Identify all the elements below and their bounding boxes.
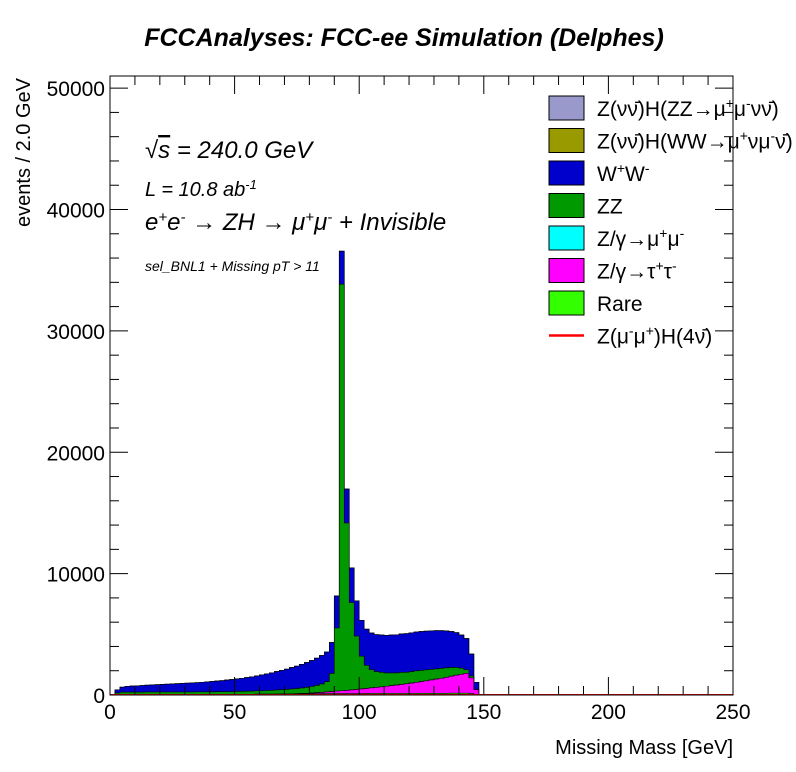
y-tick-label: 40000	[47, 200, 105, 223]
legend-label: Z/γ→μ+μ-	[597, 225, 685, 251]
legend-swatch	[548, 193, 585, 218]
legend-swatch	[548, 258, 585, 283]
x-tick-label: 150	[466, 701, 501, 724]
x-tick-label: 50	[223, 701, 246, 724]
legend-entry: W+W-	[548, 160, 650, 186]
legend-entry: ZZ	[548, 193, 623, 219]
series-area-z-h-ww-	[110, 250, 485, 695]
legend-swatch	[548, 225, 585, 251]
plot-frame	[109, 75, 734, 696]
legend-swatch	[548, 160, 585, 186]
legend-swatch	[548, 128, 585, 153]
y-tick-label: 30000	[47, 321, 105, 344]
legend-entry: Z(νν̄)H(WW→μ+νμ-ν̄)	[548, 128, 793, 154]
legend-entry: Rare	[548, 290, 643, 316]
process-annotation: e+e- → ZH → μ+μ- + Invisible	[145, 209, 446, 237]
x-tick-label: 0	[104, 701, 116, 724]
legend-swatch	[548, 95, 585, 121]
legend-label: ZZ	[597, 196, 623, 219]
annotation-block: √s = 240.0 GeV L = 10.8 ab-1 e+e- → ZH →…	[145, 137, 446, 274]
legend-label: Z/γ→τ+τ-	[597, 258, 677, 284]
sqrt-s-annotation: √s = 240.0 GeV	[145, 137, 314, 164]
stacked-histograms	[110, 250, 485, 695]
selection-annotation: sel_BNL1 + Missing pT > 11	[145, 258, 320, 274]
x-axis-label: Missing Mass [GeV]	[555, 737, 733, 759]
y-tick-label: 10000	[47, 564, 105, 587]
sqrt-s-radicand: s	[158, 137, 170, 164]
legend: Z(νν̄)H(ZZ→μ+μ-νν̄) Z(νν̄)H(WW→μ+νμ-ν̄) W+…	[548, 95, 793, 349]
x-tick-label: 100	[342, 701, 377, 724]
legend-entry: Z(νν̄)H(ZZ→μ+μ-νν̄)	[548, 95, 779, 121]
y-tick-label: 50000	[47, 78, 105, 101]
axis-ticks	[109, 76, 734, 696]
x-tick-labels: 0 50 100 150 200 250	[104, 701, 750, 724]
sqrt-s-symbol: √	[145, 137, 159, 164]
sqrt-s-value: = 240.0 GeV	[170, 137, 314, 164]
legend-entry: Z(μ-μ+)H(4ν̄)	[549, 323, 712, 349]
legend-label: Rare	[597, 293, 643, 316]
legend-label: Z(νν̄)H(WW→μ+νμ-ν̄)	[597, 128, 793, 154]
legend-label: Z(νν̄)H(ZZ→μ+μ-νν̄)	[597, 95, 779, 121]
legend-entry: Z/γ→τ+τ-	[548, 258, 677, 284]
series-area-w-w-	[110, 250, 485, 695]
legend-label: W+W-	[597, 160, 650, 186]
y-tick-label: 0	[93, 685, 105, 708]
legend-label: Z(μ-μ+)H(4ν̄)	[597, 323, 712, 349]
series-area-zz	[110, 283, 485, 695]
y-tick-label: 20000	[47, 442, 105, 465]
lumi-annotation: L = 10.8 ab-1	[145, 177, 257, 202]
y-axis-label: events / 2.0 GeV	[13, 77, 35, 227]
x-tick-label: 250	[715, 701, 750, 724]
legend-entry: Z/γ→μ+μ-	[548, 225, 685, 251]
x-tick-label: 200	[591, 701, 626, 724]
legend-swatch	[548, 290, 585, 316]
series-area-z-h-zz-	[110, 250, 485, 695]
y-tick-labels: 0 10000 20000 30000 40000 50000	[47, 78, 105, 708]
chart-title: FCCAnalyses: FCC-ee Simulation (Delphes)	[144, 24, 664, 52]
